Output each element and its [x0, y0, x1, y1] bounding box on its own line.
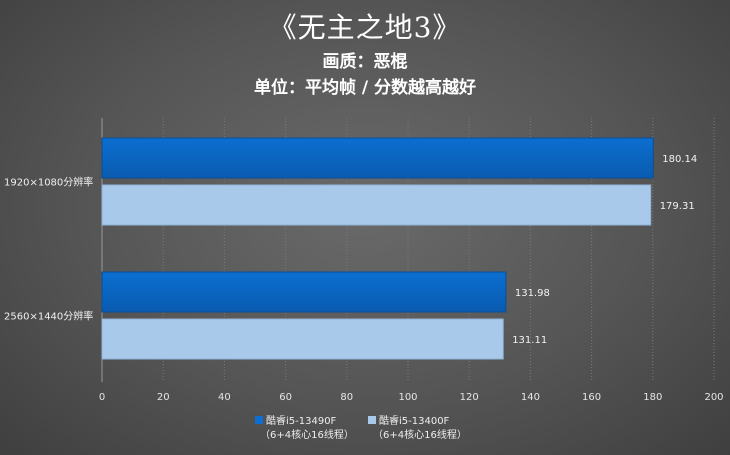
bar-series1-cat2: [101, 271, 507, 313]
x-tick-label-120: 120: [460, 392, 479, 403]
bar-series1-cat1: [101, 137, 654, 179]
chart-subtitle-quality: 画质：恶棍: [322, 52, 408, 72]
x-tick-label-160: 160: [582, 392, 601, 403]
x-tick-label-200: 200: [704, 392, 723, 403]
chart-title: 《无主之地3》: [268, 11, 462, 44]
chart-subtitle-unit: 单位：平均帧 / 分数越高越好: [253, 78, 477, 98]
x-tick-label-180: 180: [643, 392, 662, 403]
legend-swatch-series-2: [368, 416, 376, 424]
x-tick-label-0: 0: [99, 392, 105, 403]
bar-series2-cat1: [101, 184, 652, 226]
x-tick-label-60: 60: [279, 392, 292, 403]
category-label-1: 1920×1080分辨率: [4, 176, 93, 189]
x-tick-label-80: 80: [340, 392, 353, 403]
data-label-series2-cat2: 131.11: [512, 335, 547, 346]
x-tick-label-20: 20: [157, 392, 170, 403]
legend-swatch-series-1: [255, 416, 263, 424]
x-tick-label-140: 140: [521, 392, 540, 403]
x-tick-label-100: 100: [398, 392, 417, 403]
bar-series2-cat2: [101, 318, 504, 360]
x-tick-label-40: 40: [218, 392, 231, 403]
legend-item-series-1: 酷睿i5-13490F （6+4核心16线程）: [255, 415, 354, 443]
legend-label-series-1: 酷睿i5-13490F: [266, 416, 337, 427]
legend-sublabel-series-1: （6+4核心16线程）: [260, 430, 354, 441]
category-label-2: 2560×1440分辨率: [4, 310, 93, 323]
legend-item-series-2: 酷睿i5-13400F （6+4核心16线程）: [368, 415, 467, 443]
data-label-series2-cat1: 179.31: [660, 201, 695, 212]
data-label-series1-cat1: 180.14: [662, 154, 697, 165]
legend-sublabel-series-2: （6+4核心16线程）: [373, 430, 467, 441]
legend-label-series-2: 酷睿i5-13400F: [379, 416, 450, 427]
data-label-series1-cat2: 131.98: [515, 288, 550, 299]
